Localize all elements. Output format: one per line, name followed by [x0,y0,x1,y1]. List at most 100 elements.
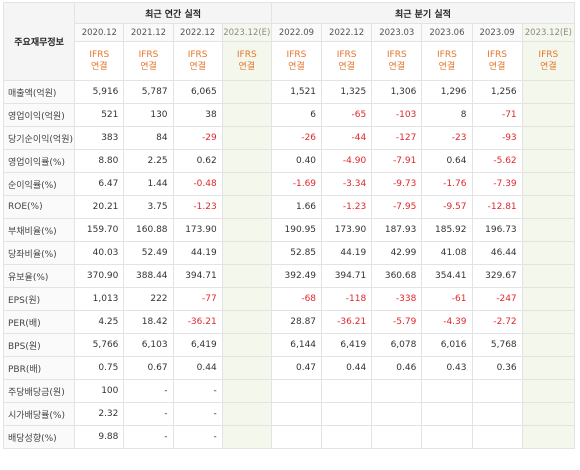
row-label: PBR(배) [2,356,76,380]
quarter-value-cell: 5,768 [471,333,523,357]
quarter-period-header: 2023.06 [421,23,473,42]
quarter-value-cell: 190.95 [270,218,323,242]
annual-value-cell: - [123,425,174,449]
quarter-value-cell: 0.40 [270,149,323,173]
row-label: 매출액(억원) [2,80,76,104]
annual-value-cell: 394.71 [172,264,223,288]
annual-value-cell: 8.80 [74,149,125,173]
quarter-value-cell [521,103,576,127]
annual-value-cell [221,379,272,403]
table-row: 영업이익(억원) 521 130 38 6 -65 -103 8 -71 [2,103,576,127]
annual-value-cell: 383 [74,126,125,150]
table-row: 유보율(%) 370.90 388.44 394.71 392.49 394.71 360.… [2,264,576,288]
consolidated-label: 연결 [238,62,256,72]
annual-value-cell: 38 [172,103,223,127]
ifrs-standard-label: IFRS [386,50,407,60]
quarter-value-cell: -71 [471,103,523,127]
annual-value-cell: 5,916 [74,80,125,104]
row-label: 영업이익(억원) [2,103,76,127]
quarter-value-cell [421,379,473,403]
table-row: EPS(원) 1,013 222 -77 -68 -118 -338 -61 -247 [2,287,576,311]
quarter-value-cell: -5.79 [371,310,423,334]
consolidated-label: 연결 [438,62,456,72]
quarter-value-cell: -103 [371,103,423,127]
annual-value-cell: 1.44 [123,172,174,196]
quarter-value-cell: 42.99 [371,241,423,265]
annual-value-cell [221,195,272,219]
annual-value-cell: 222 [123,287,174,311]
annual-value-cell: 370.90 [74,264,125,288]
quarter-value-cell [521,80,576,104]
consolidated-label: 연결 [140,62,157,72]
annual-value-cell [221,356,272,380]
quarter-value-cell: 41.08 [421,241,473,265]
table-row: PBR(배) 0.75 0.67 0.44 0.47 0.44 0.46 0.43 0.36 [2,356,576,380]
annual-value-cell: - [172,425,223,449]
annual-ifrs-header: IFRS 연결 [221,41,272,81]
quarter-value-cell: 329.67 [471,264,523,288]
quarter-ifrs-header: IFRS 연결 [471,41,523,81]
annual-value-cell: -0.48 [172,172,223,196]
quarter-value-cell: 1,306 [371,80,423,104]
quarter-value-cell [371,379,423,403]
quarter-value-cell: 6,016 [421,333,473,357]
row-label: 영업이익률(%) [2,149,76,173]
annual-value-cell: 173.90 [172,218,223,242]
annual-value-cell [221,172,272,196]
annual-value-cell [221,103,272,127]
annual-value-cell: -1.23 [172,195,223,219]
quarter-value-cell: -12.81 [471,195,523,219]
annual-value-cell: 4.25 [74,310,125,334]
annual-value-cell [221,425,272,449]
annual-value-cell: 388.44 [123,264,174,288]
quarter-value-cell [421,425,473,449]
table-row: 영업이익률(%) 8.80 2.25 0.62 0.40 -4.90 -7.91 0.64 -5… [2,149,576,173]
annual-value-cell: 0.62 [172,149,223,173]
quarter-value-cell: -127 [371,126,423,150]
quarter-value-cell [521,310,576,334]
quarter-value-cell: -3.34 [321,172,373,196]
annual-value-cell [221,287,272,311]
quarter-value-cell [270,379,323,403]
table-row: 당좌비율(%) 40.03 52.49 44.19 52.85 44.19 42.99 41.… [2,241,576,265]
quarter-ifrs-header: IFRS 연결 [521,41,576,81]
consolidated-label: 연결 [288,62,305,72]
financial-data-body: 매출액(억원) 5,916 5,787 6,065 1,521 1,325 1,306 1,2… [2,80,576,449]
table-row: 주당배당금(원) 100- - [2,379,576,403]
quarter-value-cell [321,379,373,403]
annual-value-cell: - [172,402,223,426]
annual-group-header: 최근 연간 실적 [74,2,272,24]
quarter-value-cell: 0.46 [371,356,423,380]
annual-value-cell: 2.25 [123,149,174,173]
consolidated-label: 연결 [488,62,506,72]
row-label: 유보율(%) [2,264,76,288]
quarter-value-cell: 6,419 [321,333,373,357]
annual-value-cell [221,126,272,150]
annual-value-cell: 0.75 [74,356,125,380]
annual-value-cell [221,264,272,288]
quarter-value-cell [371,402,423,426]
quarter-value-cell: 1,256 [471,80,523,104]
ifrs-standard-label: IFRS [187,50,208,60]
consolidated-label: 연결 [338,62,355,72]
table-row: 배당성향(%) 9.88- - [2,425,576,449]
row-label: 순이익률(%) [2,172,76,196]
quarter-value-cell: -93 [471,126,523,150]
annual-value-cell [221,80,272,104]
quarter-value-cell [521,356,576,380]
quarter-value-cell [521,172,576,196]
annual-value-cell: 9.88 [74,425,125,449]
quarter-value-cell: 1,325 [321,80,373,104]
ifrs-standard-label: IFRS [538,50,559,60]
quarter-value-cell: -118 [321,287,373,311]
row-label: 부채비율(%) [2,218,76,242]
quarter-value-cell: 173.90 [321,218,373,242]
quarter-value-cell [521,218,576,242]
annual-value-cell [221,149,272,173]
quarter-value-cell: 0.47 [270,356,323,380]
annual-value-cell [221,310,272,334]
quarter-value-cell: 0.36 [471,356,523,380]
quarter-value-cell [471,379,523,403]
annual-value-cell: 521 [74,103,125,127]
row-label: 당좌비율(%) [2,241,76,265]
